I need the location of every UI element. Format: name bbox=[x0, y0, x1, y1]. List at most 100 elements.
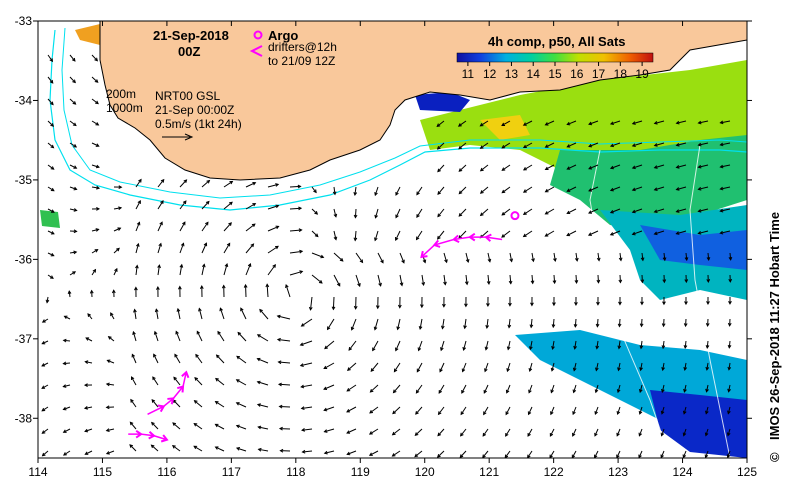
isobath-1000m bbox=[49, 29, 747, 211]
drifter-chevron bbox=[451, 234, 460, 244]
current-arrow-head bbox=[639, 345, 644, 350]
current-arrow-head bbox=[484, 346, 489, 351]
current-arrow-head bbox=[50, 209, 55, 213]
current-arrow-head bbox=[640, 279, 645, 284]
current-arrow bbox=[618, 318, 621, 327]
current-arrow bbox=[421, 274, 425, 286]
current-arrow-head bbox=[705, 344, 710, 349]
current-arrow bbox=[257, 403, 269, 408]
current-arrow-head bbox=[653, 121, 658, 125]
current-arrow bbox=[676, 208, 687, 213]
current-arrow-head bbox=[378, 282, 382, 287]
current-arrow bbox=[346, 384, 357, 392]
current-arrow bbox=[727, 428, 731, 436]
current-arrow-head bbox=[73, 186, 78, 191]
current-arrow-head bbox=[479, 212, 484, 217]
current-arrow-head bbox=[616, 389, 621, 394]
current-arrow bbox=[458, 208, 467, 217]
current-arrow bbox=[654, 230, 665, 235]
current-arrow bbox=[333, 186, 336, 195]
current-arrow bbox=[63, 406, 71, 410]
current-arrow bbox=[354, 208, 357, 218]
current-arrow-head bbox=[368, 452, 373, 456]
current-arrow-head bbox=[596, 301, 600, 306]
current-arrow bbox=[177, 308, 181, 320]
current-arrow bbox=[324, 340, 335, 349]
current-arrow bbox=[113, 248, 120, 254]
x-axis: 114 115 116 117 118 119 120 121 122 123 124 125 bbox=[28, 21, 757, 479]
current-arrow bbox=[706, 384, 709, 392]
current-arrow bbox=[223, 201, 233, 210]
current-arrow bbox=[245, 223, 256, 232]
current-arrow bbox=[267, 225, 279, 232]
current-arrow bbox=[528, 406, 533, 415]
drifter-chevron bbox=[160, 434, 169, 443]
current-arrow-head bbox=[265, 283, 270, 288]
current-arrow-head bbox=[704, 454, 709, 458]
current-arrow bbox=[567, 120, 577, 126]
current-arrow-head bbox=[528, 389, 532, 394]
colorbar-tick-label: 17 bbox=[592, 67, 606, 81]
current-arrow-head bbox=[727, 388, 731, 393]
current-arrow-head bbox=[457, 123, 462, 127]
current-arrow bbox=[654, 208, 665, 213]
current-arrow-head bbox=[205, 200, 210, 205]
current-arrow-head bbox=[224, 263, 229, 268]
current-arrow-head bbox=[375, 305, 380, 310]
current-arrow-head bbox=[418, 325, 423, 330]
current-arrow bbox=[300, 362, 313, 367]
current-arrow-head bbox=[94, 249, 99, 253]
current-arrow-head bbox=[684, 279, 689, 284]
argo-legend-icon bbox=[253, 30, 263, 40]
current-arrow bbox=[529, 340, 533, 350]
current-arrow-head bbox=[437, 235, 441, 240]
current-arrow-head bbox=[705, 388, 709, 393]
current-arrow-head bbox=[326, 326, 331, 331]
current-arrow-head bbox=[180, 242, 185, 247]
current-arrow-head bbox=[440, 325, 445, 330]
current-arrow bbox=[47, 186, 55, 192]
current-arrow-head bbox=[41, 407, 46, 412]
current-arrow bbox=[301, 406, 313, 409]
current-arrow-head bbox=[661, 345, 666, 350]
current-arrow-head bbox=[105, 405, 110, 410]
current-arrow bbox=[157, 179, 165, 188]
current-arrow bbox=[632, 142, 643, 147]
current-arrow-head bbox=[214, 401, 219, 405]
current-arrow-head bbox=[348, 347, 353, 351]
current-arrow-head bbox=[151, 399, 156, 403]
current-arrow bbox=[661, 384, 665, 393]
current-arrow bbox=[240, 308, 247, 320]
current-arrow-head bbox=[67, 290, 72, 295]
current-arrow-head bbox=[73, 144, 78, 148]
current-arrow-head bbox=[373, 326, 378, 331]
current-arrow bbox=[236, 425, 247, 430]
current-arrow-head bbox=[727, 410, 731, 415]
legend-drifters-label: drifters@12h bbox=[268, 40, 337, 54]
current-arrow bbox=[728, 362, 731, 370]
current-arrow-head bbox=[173, 376, 177, 381]
current-arrow bbox=[501, 230, 511, 238]
current-arrow-head bbox=[505, 432, 509, 437]
current-arrow-head bbox=[193, 445, 198, 450]
current-arrow bbox=[370, 384, 379, 393]
current-arrow-head bbox=[219, 307, 223, 312]
current-arrow bbox=[223, 243, 231, 254]
current-arrow-head bbox=[318, 280, 323, 284]
current-arrow-head bbox=[394, 237, 399, 241]
current-arrow-head bbox=[153, 353, 157, 358]
current-arrow bbox=[267, 183, 279, 188]
current-arrow bbox=[91, 269, 96, 276]
current-arrow-head bbox=[134, 286, 138, 291]
current-arrow bbox=[332, 296, 335, 310]
current-arrow bbox=[42, 340, 49, 345]
current-arrow bbox=[567, 186, 577, 192]
current-arrow bbox=[610, 120, 621, 125]
drifter-chevron bbox=[167, 397, 175, 405]
current-arrow-head bbox=[401, 259, 405, 264]
current-arrow bbox=[354, 230, 357, 241]
current-arrow-head bbox=[574, 257, 579, 262]
isobath-offshore bbox=[589, 149, 671, 458]
current-arrow-head bbox=[195, 353, 199, 358]
current-arrow bbox=[485, 340, 489, 350]
